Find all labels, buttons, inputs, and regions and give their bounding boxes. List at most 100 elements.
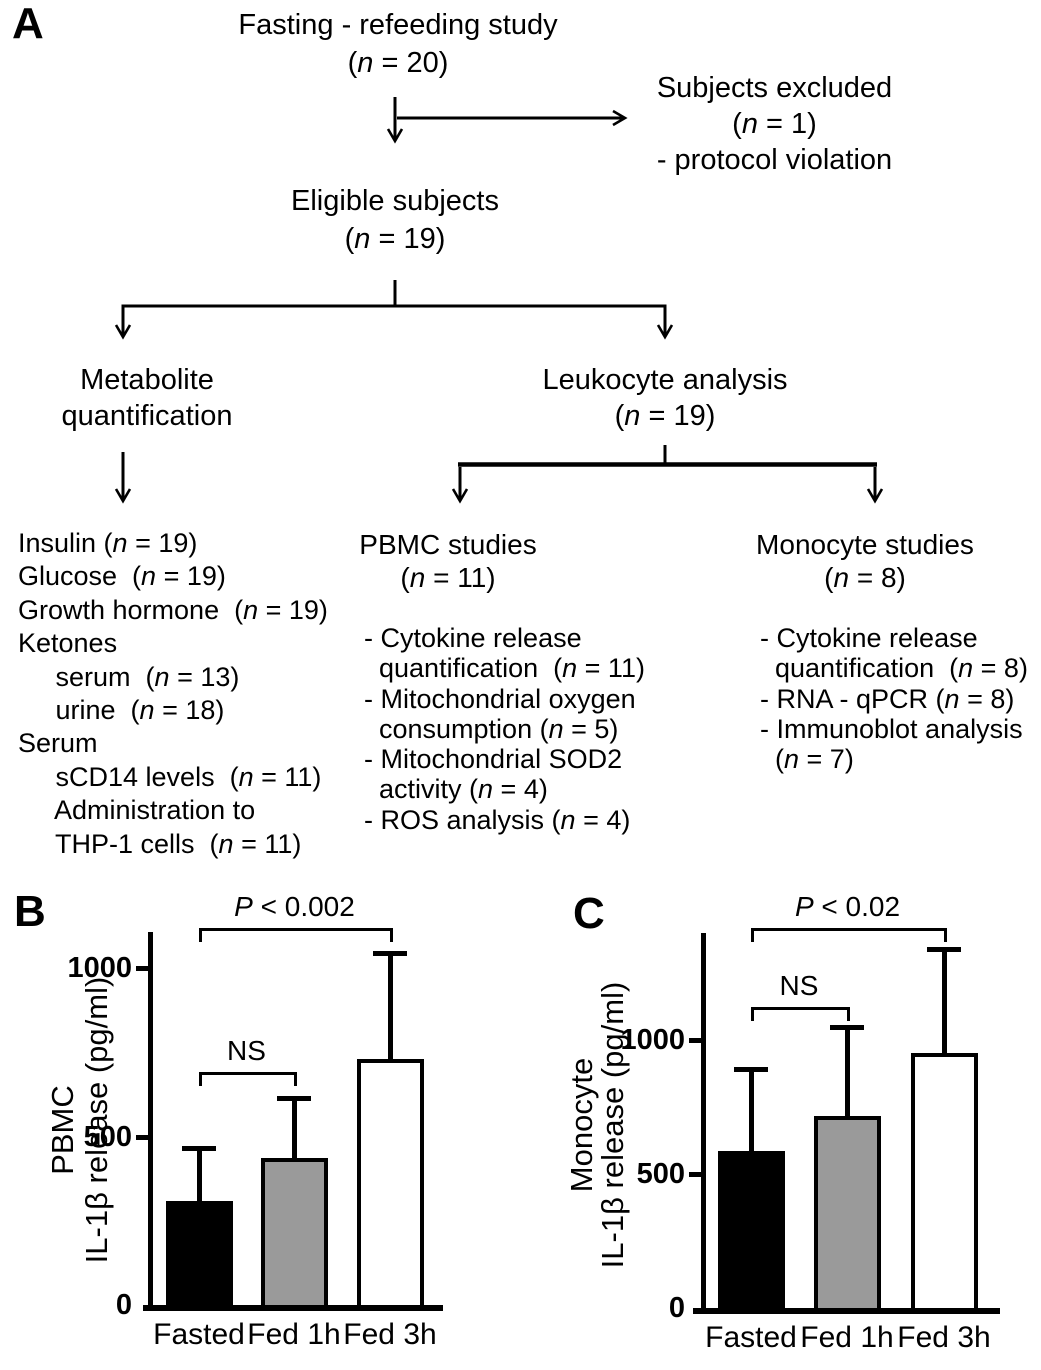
chart-monocyte: C Monocyte IL-1β release (pg/ml) 0 500 100… xyxy=(540,880,1041,1370)
sig-label: NS xyxy=(227,1035,266,1067)
error-bar-cap xyxy=(277,1095,311,1101)
sig-bracket-end xyxy=(751,1007,754,1022)
error-bar-cap xyxy=(927,946,961,952)
sig-label: P < 0.002 xyxy=(234,891,355,923)
sig-label: P < 0.02 xyxy=(794,890,901,922)
text-line: activity (n = 4) xyxy=(364,774,548,805)
text-line: (n = 11) xyxy=(400,562,496,593)
text-line: urine (n = 18) xyxy=(18,695,225,726)
error-bar-line xyxy=(749,1069,754,1160)
text-line: THP-1 cells (n = 11) xyxy=(18,828,302,859)
error-bar-line xyxy=(942,948,947,1062)
text-line: (n = 19) xyxy=(344,223,446,255)
bar-fed-3h xyxy=(910,1053,978,1312)
text-line: quantification xyxy=(61,400,233,432)
text-line: (n = 19) xyxy=(614,400,716,432)
pbmc-studies-list: - Cytokine release quantification (n = 1… xyxy=(364,623,645,835)
bar-fed-3h xyxy=(356,1058,424,1309)
y-tick-label: 500 xyxy=(83,1120,132,1153)
text-line: - Cytokine release xyxy=(760,623,978,653)
metabolite-measurement-list: Insulin (n = 19) Glucose (n = 19) Growth h… xyxy=(18,527,328,861)
y-axis xyxy=(701,933,706,1312)
error-bar-line xyxy=(388,952,393,1067)
error-bar-cap xyxy=(734,1067,768,1073)
text-line: (n = 7) xyxy=(760,744,854,775)
panel-c-label: C xyxy=(573,889,605,938)
text-line: Ketones xyxy=(18,628,118,659)
x-category-label: Fed 3h xyxy=(897,1321,991,1354)
sig-bracket xyxy=(751,927,947,931)
x-category-label: Fed 1h xyxy=(247,1318,341,1351)
x-category-label: Fasted xyxy=(153,1318,245,1351)
y-tick-label: 500 xyxy=(636,1158,685,1190)
y-tick-label: 0 xyxy=(115,1289,132,1321)
flow-node-excluded: Subjects excluded (n = 1) - protocol viola… xyxy=(627,70,922,178)
text-line: (n = 1) xyxy=(732,108,817,140)
y-axis-title: IL-1β release (pg/ml) xyxy=(595,981,630,1269)
text-line: - Cytokine release xyxy=(364,623,582,653)
text-line: (n = 20) xyxy=(347,47,449,79)
text-line: Growth hormone (n = 19) xyxy=(18,594,328,625)
text-line: quantification (n = 8) xyxy=(760,653,1028,684)
monocyte-studies-list: - Cytokine release quantification (n = 8… xyxy=(760,623,1028,774)
text-line: Eligible subjects xyxy=(291,185,499,217)
sig-label: NS xyxy=(779,970,819,1002)
y-tick xyxy=(136,1134,148,1140)
error-bar-cap xyxy=(182,1146,216,1152)
y-axis xyxy=(148,932,153,1309)
text-line: - Immunoblot analysis xyxy=(760,713,1023,744)
text-line: quantification (n = 11) xyxy=(364,653,645,684)
sig-bracket xyxy=(199,1072,297,1076)
x-category-label: Fed 3h xyxy=(343,1318,437,1351)
text-line: - Mitochondrial SOD2 xyxy=(364,744,623,775)
text-line: serum (n = 13) xyxy=(18,661,240,692)
panel-a-label: A xyxy=(12,0,44,48)
flow-node-pbmc-title: PBMC studies (n = 11) xyxy=(337,528,559,594)
sig-bracket-end xyxy=(751,927,754,942)
y-tick-label: 1000 xyxy=(620,1024,685,1056)
error-bar-cap xyxy=(830,1024,864,1030)
flow-node-leukocyte: Leukocyte analysis (n = 19) xyxy=(515,362,815,434)
panel-b-label: B xyxy=(14,887,46,936)
x-category-label: Fasted xyxy=(705,1321,797,1354)
text-line: sCD14 levels (n = 11) xyxy=(18,761,322,792)
flow-node-monocyte-title: Monocyte studies (n = 8) xyxy=(752,528,978,594)
text-line: Administration to xyxy=(18,795,256,826)
text-line: Glucose (n = 19) xyxy=(18,561,226,592)
text-line: - RNA - qPCR (n = 8) xyxy=(760,683,1015,714)
flowchart-arrows xyxy=(114,97,884,504)
y-tick xyxy=(689,1038,701,1043)
flow-node-metabolite: Metabolite quantification xyxy=(27,362,267,434)
bar-fasted xyxy=(717,1151,785,1312)
error-bar-line xyxy=(845,1026,850,1125)
bar-fasted xyxy=(165,1200,233,1309)
text-line: - protocol violation xyxy=(656,144,893,176)
sig-bracket-end xyxy=(294,1072,297,1087)
text-line: Serum xyxy=(18,728,98,759)
text-line: Insulin (n = 19) xyxy=(18,528,198,558)
text-line: Metabolite xyxy=(80,364,214,396)
chart-pbmc: B PBMC IL-1β release (pg/ml) 0 500 1000 NS P… xyxy=(0,880,525,1370)
sig-bracket xyxy=(199,928,393,932)
error-bar-cap xyxy=(373,950,407,956)
text-line: Fasting - refeeding study xyxy=(238,9,558,41)
text-line: Leukocyte analysis xyxy=(542,364,788,396)
text-line: - ROS analysis (n = 4) xyxy=(364,804,631,835)
text-line: Monocyte studies xyxy=(756,529,974,560)
sig-bracket-end xyxy=(390,928,393,943)
y-tick-label: 1000 xyxy=(67,952,132,984)
sig-bracket xyxy=(751,1007,850,1011)
text-line: consumption (n = 5) xyxy=(364,713,619,744)
bar-fed-1h xyxy=(260,1158,328,1309)
text-line: PBMC studies xyxy=(359,529,537,560)
sig-bracket-end xyxy=(199,928,202,943)
sig-bracket-end xyxy=(847,1007,850,1022)
bar-fed-1h xyxy=(813,1116,881,1312)
text-line: Subjects excluded xyxy=(656,72,893,104)
error-bar-line xyxy=(197,1148,202,1209)
flow-node-eligible: Eligible subjects (n = 19) xyxy=(245,182,545,258)
text-line: (n = 8) xyxy=(824,562,906,593)
sig-bracket-end xyxy=(944,927,947,942)
text-line: - Mitochondrial oxygen xyxy=(364,683,636,714)
